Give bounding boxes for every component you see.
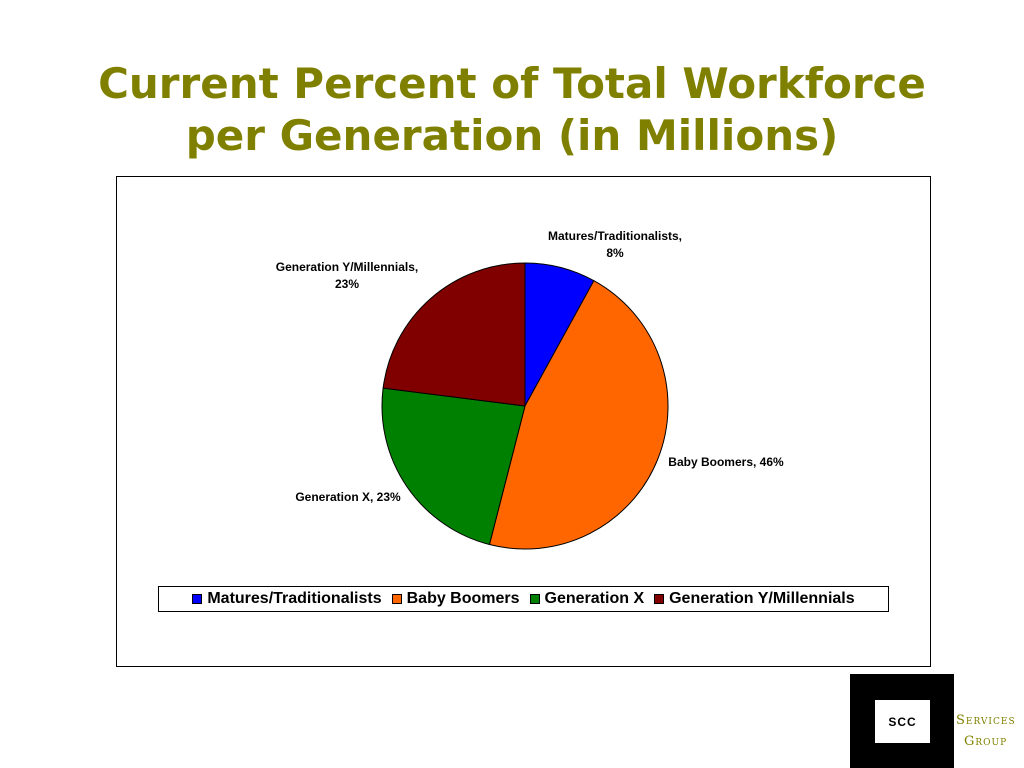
chart-title: Current Percent of Total Workforce per G… (98, 59, 926, 160)
data-label: Generation Y/Millennials, 23% (275, 260, 419, 291)
legend-item: Matures/Traditionalists (192, 590, 382, 608)
pie-chart (381, 262, 669, 550)
logo-text: Group (964, 734, 1008, 749)
pie-slice (381, 387, 526, 546)
data-label: Matures/Traditionalists, 8% (547, 229, 683, 260)
legend-item: Generation X (529, 590, 645, 608)
logo: SCC (850, 674, 954, 768)
legend-swatch (192, 594, 203, 604)
pie-slice (382, 262, 526, 407)
legend-label: Generation Y/Millennials (669, 590, 855, 607)
legend-swatch (654, 594, 665, 604)
data-label: Generation X, 23% (295, 490, 401, 504)
pie-slice (488, 280, 669, 550)
legend-label: Baby Boomers (406, 590, 520, 607)
legend: Matures/Traditionalists Baby Boomers Gener… (158, 586, 889, 612)
title-wrap: Current Percent of Total Workforce per G… (32, 58, 992, 162)
legend-label: Matures/Traditionalists (207, 590, 382, 607)
legend-item: Generation Y/Millennials (654, 590, 855, 608)
legend-swatch (391, 594, 402, 604)
logo-mark: SCC (875, 700, 930, 743)
chart-frame: Matures/Traditionalists Baby Boomers Gener… (116, 176, 931, 667)
legend-item: Baby Boomers (391, 590, 520, 608)
legend-swatch (529, 594, 540, 604)
data-label: Baby Boomers, 46% (668, 455, 784, 469)
legend-label: Generation X (544, 590, 645, 607)
logo-text: Services (956, 713, 1016, 728)
